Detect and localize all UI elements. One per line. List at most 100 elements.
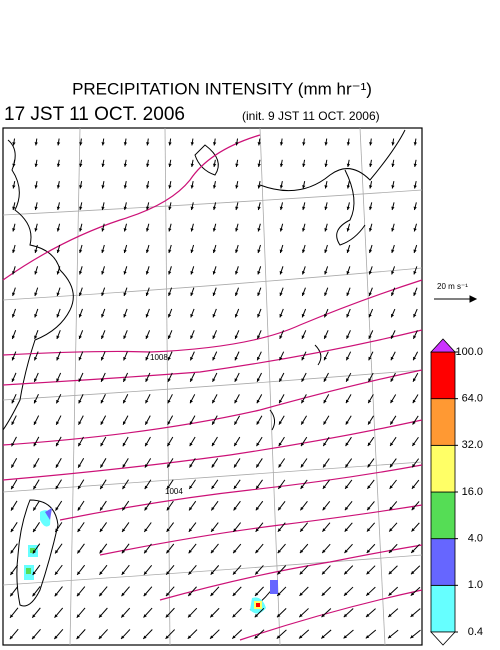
wind-arrow [277,479,286,490]
wind-head [411,570,415,575]
wind-arrow [120,607,131,618]
wind-arrow [369,138,373,146]
wind-arrow [78,266,83,275]
wind-head [346,292,350,296]
wind-head [188,571,192,575]
wind-head [78,249,83,253]
wind-arrow [100,351,106,361]
wind-arrow [122,458,129,468]
wind-arrow [301,244,306,254]
wind-head [235,185,239,189]
wind-arrow [211,479,219,490]
wind-arrow [211,436,218,447]
wind-arrow [122,394,129,404]
wind-arrow [210,522,219,533]
wind-arrow [324,159,328,168]
wind-head [143,592,147,597]
wind-arrow [368,308,374,318]
wind-arrow [56,308,61,318]
wind-head [100,421,104,425]
wind-head [166,528,170,532]
wind-arrow [232,543,242,554]
wind-arrow [256,351,262,361]
wind-arrow [56,244,61,254]
wind-arrow [343,565,354,575]
wind-arrow [366,479,375,490]
wind-arrow [256,394,263,404]
wind-arrow [145,330,151,340]
wind-arrow [301,372,307,383]
wind-head [257,313,261,318]
wind-head [11,399,15,404]
wind-head [413,356,417,361]
wind-head [33,421,37,425]
colorbar-segment [430,584,456,633]
wind-arrow [301,330,307,340]
wind-arrow [232,607,242,618]
wind-arrow [256,415,263,425]
wind-head [234,378,238,382]
wind-arrow [189,415,196,425]
wind-head [10,550,14,554]
wind-head [346,249,350,253]
wind-arrow [31,628,41,640]
wind-arrow [344,543,353,554]
wind-arrow [121,586,130,597]
wind-head [210,549,215,554]
wind-arrow [300,479,308,490]
wind-head [143,614,147,618]
wind-head [391,228,395,232]
wind-arrow [34,159,38,168]
wind-arrow [412,372,419,382]
reference-vector [434,295,478,303]
wind-head [390,399,394,404]
wind-arrow [346,202,350,211]
wind-head [189,464,193,468]
wind-head [302,228,306,232]
wind-head [411,506,415,511]
wind-arrow [188,479,196,490]
wind-arrow [257,223,261,232]
wind-head [279,249,283,253]
wind-arrow [32,479,40,490]
wind-arrow [234,372,240,383]
wind-head [235,206,239,210]
wind-arrow [79,159,83,168]
colorbar-label: 16.0 [462,486,483,498]
wind-arrow [34,266,39,275]
wind-head [412,378,416,382]
wind-head [145,335,149,339]
wind-arrow [300,436,308,447]
wind-head [346,270,350,275]
wind-arrow [188,565,197,575]
wind-arrow [235,244,239,254]
wind-arrow [324,287,329,297]
wind-arrow [234,287,239,297]
wind-head [299,635,303,639]
colorbar-segment [430,538,456,586]
wind-arrow [255,458,263,468]
wind-arrow [345,415,352,425]
wind-arrow [409,629,421,639]
wind-arrow [10,543,18,554]
wind-head [100,507,104,511]
wind-arrow [256,330,262,340]
wind-arrow [55,458,62,468]
wind-head [390,378,394,382]
wind-head [122,442,126,447]
wind-head [279,206,284,210]
wind-arrow [388,586,399,597]
wind-head [234,356,238,361]
wind-head [168,292,172,296]
wind-arrow [100,394,106,404]
wind-head [301,313,305,318]
wind-head [390,421,394,425]
wind-head [235,228,239,232]
map: 1008 1004 [2,127,423,646]
wind-head [99,614,103,618]
wind-head [235,249,239,253]
wind-head [56,335,60,339]
wind-head [388,570,393,575]
wind-arrow [279,223,284,232]
wind-arrow [279,308,284,318]
